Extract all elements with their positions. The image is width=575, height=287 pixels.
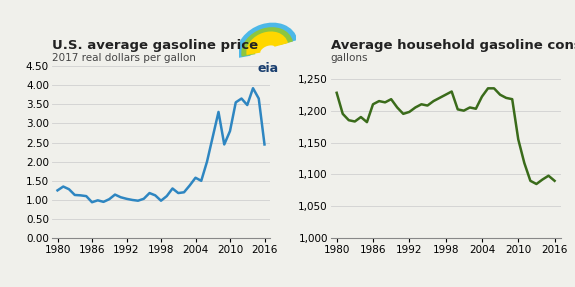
Text: 2017 real dollars per gallon: 2017 real dollars per gallon	[52, 53, 196, 63]
Text: Average household gasoline consumption: Average household gasoline consumption	[331, 39, 575, 52]
Text: U.S. average gasoline price: U.S. average gasoline price	[52, 39, 258, 52]
Text: eia: eia	[258, 62, 279, 75]
Text: gallons: gallons	[331, 53, 368, 63]
